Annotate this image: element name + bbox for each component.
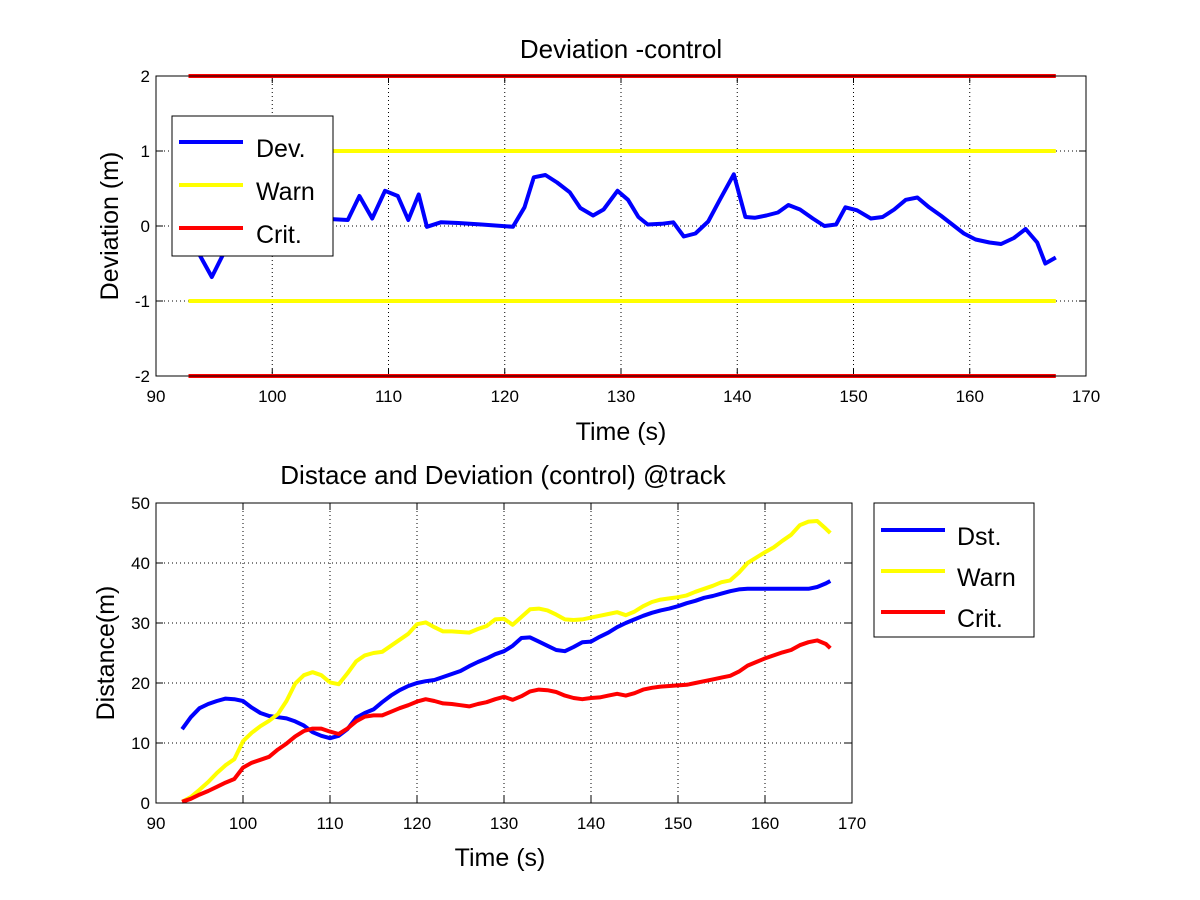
x-axis-label: Time (s) [455,844,546,872]
y-tick-label: 2 [141,67,150,86]
deviation-chart: 90 100 110 120 130 140 150 160 170 -2 -1 0 1 2 Devia… [96,34,1100,446]
x-tick-label: 150 [664,814,692,833]
y-tick-label: 0 [141,794,150,813]
legend-label-warn: Warn [256,178,315,206]
x-tick-labels: 90 100 110 120 130 140 150 160 170 [147,814,867,833]
x-tick-labels: 90 100 110 120 130 140 150 160 170 [147,387,1101,406]
distance-chart: 90 100 110 120 130 140 150 160 170 0 10 20 30 40 50 D… [92,460,1035,872]
y-tick-label: 30 [131,614,150,633]
legend: Dev. Warn Crit. [171,115,334,257]
series-dst-line [180,579,832,741]
x-tick-label: 100 [258,387,286,406]
y-tick-label: 0 [141,217,150,236]
y-tick-labels: 0 10 20 30 40 50 [131,494,150,813]
x-tick-label: 160 [956,387,984,406]
x-tick-label: 150 [839,387,867,406]
grid [155,502,853,804]
legend-label-crit: Crit. [256,221,302,249]
x-tick-label: 170 [838,814,866,833]
chart-title: Deviation -control [520,34,722,64]
legend-label-dst: Dst. [957,523,1001,551]
x-tick-label: 170 [1072,387,1100,406]
x-tick-label: 140 [723,387,751,406]
legend-label-warn: Warn [957,564,1016,592]
legend-label-dev: Dev. [256,135,306,163]
x-tick-label: 130 [607,387,635,406]
y-tick-label: -2 [135,367,150,386]
y-tick-label: 20 [131,674,150,693]
series-crit-line [181,638,832,804]
series-group [180,519,832,804]
chart-title: Distace and Deviation (control) @track [280,460,726,490]
y-tick-label: 40 [131,554,150,573]
x-tick-label: 120 [403,814,431,833]
x-tick-label: 130 [490,814,518,833]
x-tick-label: 90 [147,387,166,406]
y-tick-label: 1 [141,142,150,161]
legend: Dst. Warn Crit. [873,502,1035,638]
x-tick-label: 120 [491,387,519,406]
x-axis-label: Time (s) [576,418,667,446]
y-tick-labels: -2 -1 0 1 2 [135,67,150,386]
x-tick-label: 140 [577,814,605,833]
x-tick-label: 110 [316,814,343,833]
series-warn-line [181,519,832,804]
x-tick-label: 160 [751,814,779,833]
y-tick-label: 10 [131,734,150,753]
x-tick-label: 90 [147,814,166,833]
y-axis-label: Distance(m) [92,586,120,721]
x-tick-label: 110 [375,387,402,406]
axes-box [155,502,853,804]
legend-label-crit: Crit. [957,605,1003,633]
y-tick-label: -1 [135,292,150,311]
axes-box [155,75,1087,377]
x-tick-label: 100 [229,814,257,833]
y-tick-label: 50 [131,494,150,513]
y-axis-label: Deviation (m) [96,152,124,301]
